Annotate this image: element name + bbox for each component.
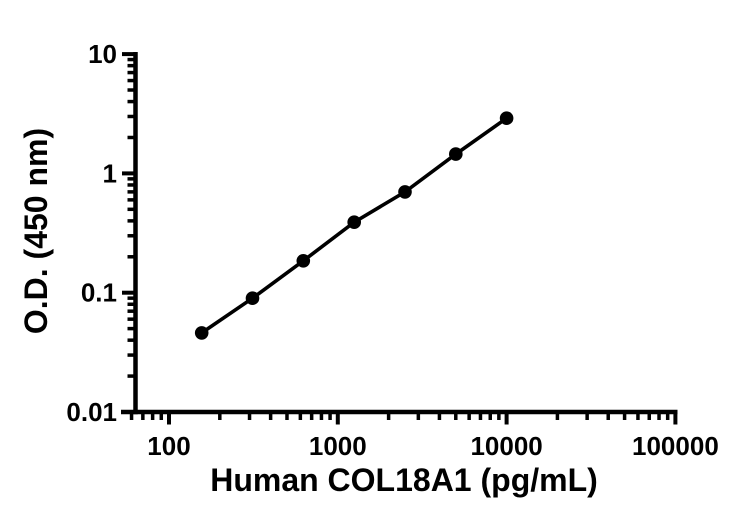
data-point — [398, 185, 412, 199]
y-axis-title: O.D. (450 nm) — [18, 128, 54, 334]
data-series-layer — [194, 111, 514, 340]
x-tick-label: 100 — [147, 431, 190, 461]
y-tick-label: 10 — [88, 39, 117, 69]
y-tick-label: 0.01 — [66, 397, 117, 427]
data-point — [296, 253, 311, 268]
data-point — [194, 326, 209, 340]
y-tick-label: 0.1 — [81, 278, 117, 308]
x-tick-label: 1000 — [309, 431, 367, 461]
x-tick-label: 100000 — [632, 431, 719, 461]
y-tick-label: 1 — [103, 158, 117, 188]
axes-layer: 100 1000 10000 100000 10 1 0.1 0.01 — [66, 39, 718, 461]
data-point — [245, 291, 260, 306]
data-point — [499, 111, 514, 125]
data-point — [449, 147, 463, 161]
x-axis-title: Human COL18A1 (pg/mL) — [210, 462, 598, 498]
data-point — [347, 215, 362, 229]
x-tick-label: 10000 — [470, 431, 542, 461]
